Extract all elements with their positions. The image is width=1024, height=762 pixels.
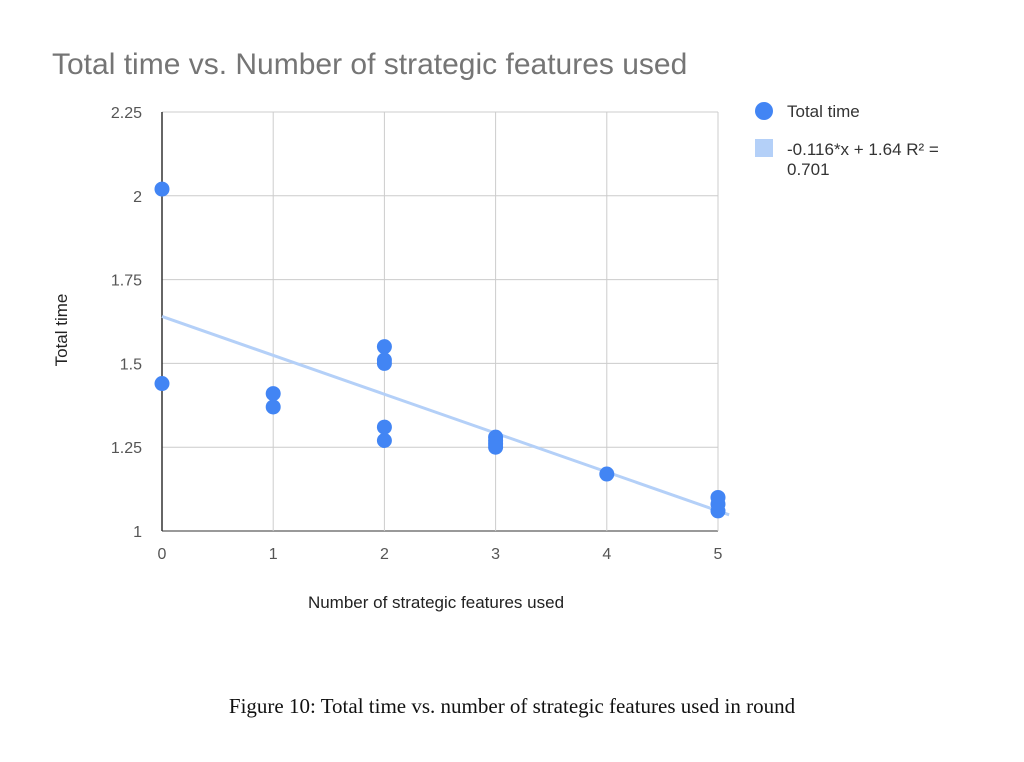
x-tick-label: 5 — [714, 546, 723, 563]
legend: Total time -0.116*x + 1.64 R² = 0.701 — [755, 102, 939, 179]
trendline — [161, 315, 730, 517]
data-point — [265, 399, 281, 415]
data-point — [710, 503, 726, 519]
legend-label-trendline-line2: 0.701 — [787, 160, 830, 179]
data-point — [376, 355, 392, 371]
legend-label-total-time: Total time — [787, 102, 860, 121]
data-point — [488, 439, 504, 455]
y-tick-label: 1.75 — [111, 273, 142, 290]
y-tick-label: 1.25 — [111, 440, 142, 457]
y-tick-label: 1 — [133, 524, 142, 541]
chart-title: Total time vs. Number of strategic featu… — [52, 48, 687, 81]
y-axis-label: Total time — [52, 294, 71, 367]
x-axis-label: Number of strategic features used — [308, 593, 564, 612]
legend-label-trendline-line1: -0.116*x + 1.64 R² = — [787, 140, 939, 159]
y-tick-label: 2 — [133, 189, 142, 206]
data-point — [376, 432, 392, 448]
y-tick-label: 2.25 — [111, 105, 142, 122]
x-tick-label: 4 — [602, 546, 611, 563]
data-point — [376, 339, 392, 355]
x-tick-label: 0 — [158, 546, 167, 563]
trendline-layer — [161, 315, 730, 517]
scatter-chart: Total time vs. Number of strategic featu… — [52, 48, 939, 612]
legend-marker-trendline — [755, 139, 773, 157]
y-tick-label: 1.5 — [120, 356, 142, 373]
x-tick-label: 1 — [269, 546, 278, 563]
legend-marker-total-time — [755, 102, 773, 120]
x-tick-label: 2 — [380, 546, 389, 563]
data-point — [265, 386, 281, 402]
figure-caption: Figure 10: Total time vs. number of stra… — [228, 694, 796, 718]
data-points — [154, 181, 726, 519]
data-point — [376, 419, 392, 435]
data-point — [154, 376, 170, 392]
x-tick-label: 3 — [491, 546, 500, 563]
data-point — [599, 466, 615, 482]
data-point — [154, 181, 170, 197]
gridlines — [161, 111, 719, 532]
